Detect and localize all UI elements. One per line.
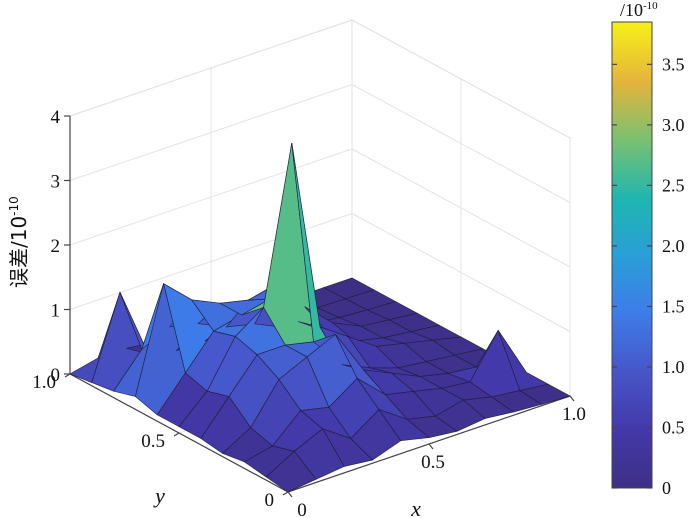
y-tick-label: 1.0 [32, 372, 56, 393]
x-tick-mark [428, 443, 434, 450]
surface-mesh [69, 143, 571, 493]
colorbar-tick-label: 1.0 [662, 357, 685, 377]
colorbar-tick-label: 3.0 [662, 115, 685, 135]
z-tick-label: 3 [51, 172, 61, 193]
y-axis-label: y [153, 483, 165, 508]
colorbar-tick-label: 2.5 [662, 175, 685, 195]
x-tick-label: 0.5 [421, 452, 445, 473]
colorbar-ticks: 0 0.5 1.0 1.5 2.0 2.5 3.0 3.5 [612, 54, 685, 498]
colorbar-unit: /10-10 [620, 0, 658, 20]
y-tick-mark [64, 373, 71, 378]
colorbar-tick-label: 0.5 [662, 417, 685, 437]
x-tick-label: 0 [297, 500, 307, 518]
z-tick-label: 4 [51, 107, 61, 128]
z-tick-label: 0 [51, 365, 61, 386]
y-tick-label: 0 [265, 490, 275, 511]
colorbar-tick-label: 3.5 [662, 54, 685, 74]
y-tick-mark [173, 432, 180, 437]
z-tick-label: 2 [51, 236, 61, 257]
colorbar [611, 21, 653, 489]
colorbar-tick-label: 2.0 [662, 236, 685, 256]
surface-facet [519, 383, 571, 405]
colorbar-tick-label: 1.5 [662, 296, 685, 316]
y-tick-mark [282, 491, 289, 496]
z-tick-label: 1 [51, 301, 61, 322]
z-axis-label: 误差/10-10 [7, 196, 31, 288]
colorbar-tick-label: 0 [662, 478, 671, 498]
x-tick-mark [569, 395, 575, 402]
x-axis-label: x [410, 496, 421, 518]
x-tick-mark [287, 491, 293, 498]
x-tick-label: 1.0 [562, 404, 586, 425]
y-tick-label: 0.5 [141, 431, 165, 452]
